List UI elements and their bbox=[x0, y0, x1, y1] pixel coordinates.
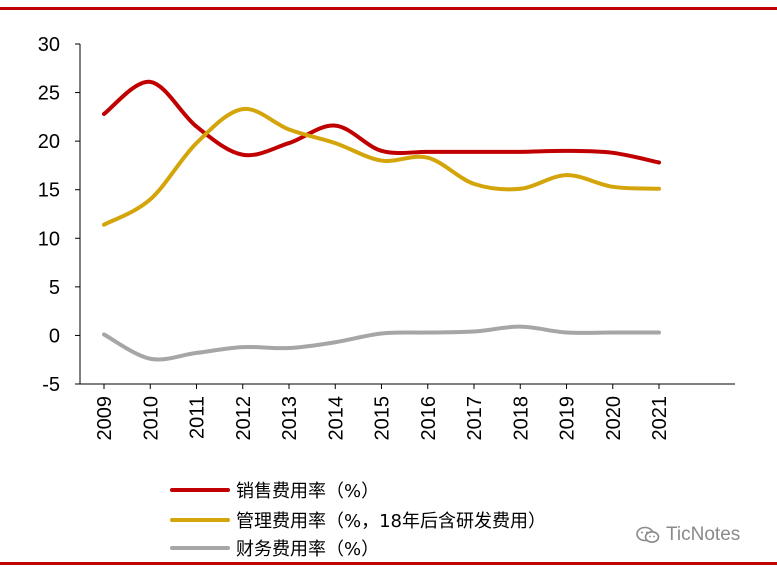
bottom-rule bbox=[0, 562, 777, 565]
y-tick-label: 15 bbox=[38, 180, 60, 202]
y-axis-ticks: 30 25 20 15 10 5 0 -5 bbox=[38, 34, 80, 396]
x-tick-label: 2020 bbox=[603, 396, 625, 441]
x-tick-label: 2014 bbox=[325, 396, 347, 441]
y-tick-label: 10 bbox=[38, 228, 60, 250]
legend-label-admin-expense: 管理费用率（%，18年后含研发费用） bbox=[236, 511, 546, 532]
watermark-text: TicNotes bbox=[666, 524, 741, 545]
x-tick-label: 2015 bbox=[372, 396, 394, 441]
y-tick-label: 30 bbox=[38, 34, 60, 56]
y-tick-label: 5 bbox=[49, 277, 60, 299]
x-tick-label: 2017 bbox=[464, 396, 486, 441]
y-tick-label: -5 bbox=[42, 374, 60, 396]
x-tick-label: 2021 bbox=[649, 396, 671, 441]
legend-label-sales-expense: 销售费用率（%） bbox=[236, 481, 379, 502]
series-line-sales-expense bbox=[102, 79, 661, 165]
x-tick-label: 2013 bbox=[279, 396, 301, 441]
x-tick-label: 2011 bbox=[187, 396, 209, 439]
x-tick-label: 2018 bbox=[510, 396, 532, 441]
x-tick-label: 2010 bbox=[140, 396, 162, 441]
x-axis-ticks: 2009 2010 2011 2012 2013 2014 2015 2016 2017 2018… bbox=[94, 384, 671, 441]
x-tick-label: 2009 bbox=[94, 396, 116, 441]
series-line-admin-expense bbox=[102, 107, 661, 227]
x-tick-label: 2012 bbox=[233, 396, 255, 441]
watermark: TicNotes bbox=[636, 524, 740, 546]
series-line-finance-expense bbox=[102, 324, 661, 362]
top-rule bbox=[0, 7, 777, 10]
chart-legend: 销售费用率（%） 管理费用率（%，18年后含研发费用） 财务费用率（%） bbox=[170, 481, 546, 560]
chart-axes bbox=[79, 44, 735, 385]
x-tick-label: 2019 bbox=[557, 396, 579, 441]
wechat-icon bbox=[636, 526, 660, 543]
legend-label-finance-expense: 财务费用率（%） bbox=[236, 539, 379, 560]
y-tick-label: 20 bbox=[38, 131, 60, 153]
y-tick-label: 25 bbox=[38, 83, 60, 105]
x-tick-label: 2016 bbox=[418, 396, 440, 441]
y-tick-label: 0 bbox=[49, 325, 60, 347]
chart-series bbox=[102, 79, 661, 362]
